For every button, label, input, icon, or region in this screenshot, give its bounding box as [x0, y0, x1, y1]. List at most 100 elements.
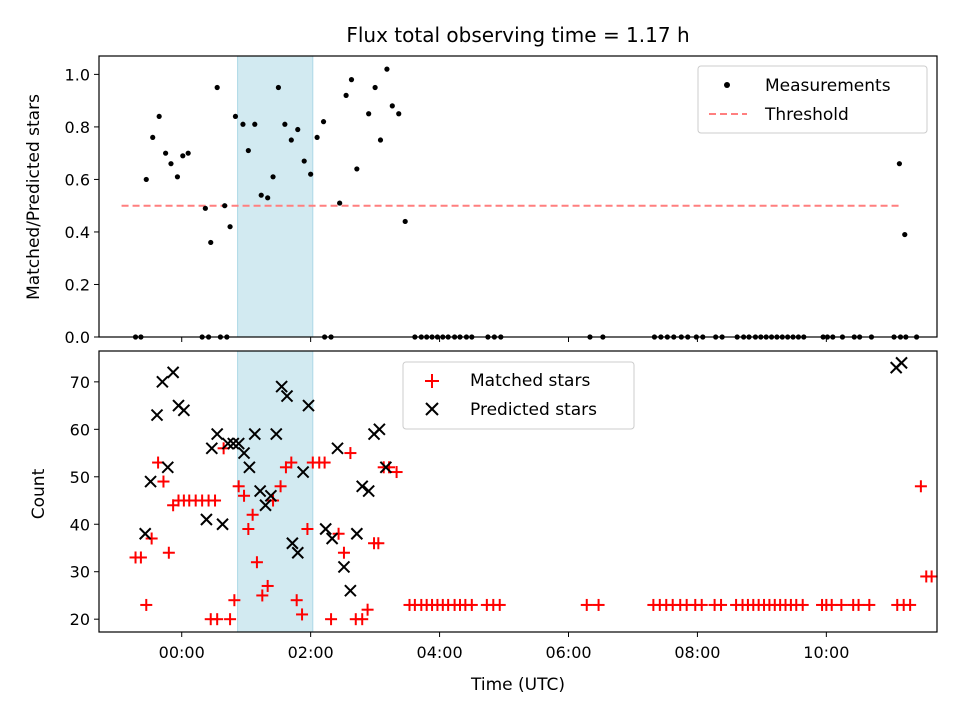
measurement-point	[343, 92, 349, 98]
bottom-axes: 20 30 40 50 60 70 00:00 02:00 04:00 06:00 08:00 10…	[29, 350, 938, 695]
measurement-point	[902, 231, 908, 238]
measurement-point	[301, 158, 307, 164]
matched-point	[332, 527, 345, 540]
predicted-point	[232, 437, 245, 450]
predicted-point	[331, 442, 344, 455]
matched-point	[301, 522, 314, 535]
x-tick-label: 00:00	[159, 643, 205, 662]
y-tick-label: 0.6	[65, 170, 90, 189]
predicted-point	[362, 484, 375, 498]
bottom-x-ticks: 00:00 02:00 04:00 06:00 08:00 10:00	[159, 632, 849, 662]
matched-point	[211, 613, 224, 626]
predicted-point	[200, 513, 213, 526]
matched-point	[318, 456, 331, 469]
measurement-point	[208, 239, 214, 246]
measurement-point	[366, 111, 372, 117]
measurement-point	[214, 84, 220, 91]
y-tick-label: 0.8	[65, 118, 90, 137]
predicted-point	[275, 380, 288, 393]
predicted-point	[895, 356, 908, 370]
measurement-point	[402, 218, 408, 225]
predicted-point	[144, 475, 157, 488]
matched-point	[796, 598, 809, 611]
x-axis-label: Time (UTC)	[470, 675, 565, 695]
matched-point	[361, 603, 374, 616]
measurement-point	[185, 150, 191, 156]
legend-measurements-marker	[724, 82, 730, 88]
predicted-point	[286, 537, 299, 550]
matched-point	[325, 613, 338, 626]
matched-point	[209, 494, 222, 507]
y-tick-label: 30	[70, 563, 90, 582]
predicted-point	[379, 461, 393, 474]
y-tick-label: 0.2	[65, 275, 90, 294]
x-tick-label: 10:00	[803, 643, 849, 662]
predicted-point	[216, 518, 229, 531]
predicted-point	[227, 437, 240, 450]
top-axes: 0.0 0.2 0.4 0.6 0.8 1.0 Matched/Predicted sta…	[24, 55, 938, 347]
predicted-point	[356, 480, 369, 493]
measurement-point	[156, 113, 162, 120]
measurement-point	[240, 121, 246, 127]
y-tick-label: 20	[70, 610, 90, 629]
y-tick-label: 0.0	[65, 328, 90, 347]
measurement-point	[222, 203, 228, 209]
matched-point	[715, 598, 728, 611]
chart-title: Flux total observing time = 1.17 h	[346, 23, 689, 47]
matched-point	[224, 613, 237, 626]
top-highlight-span	[237, 55, 314, 338]
matched-point	[134, 551, 147, 564]
predicted-stars-series	[138, 356, 908, 597]
predicted-point	[296, 465, 310, 479]
matched-point	[157, 475, 170, 488]
y-tick-label: 50	[70, 468, 90, 487]
measurement-point	[168, 161, 174, 167]
y-tick-label: 60	[70, 420, 90, 439]
measurement-point	[396, 111, 402, 117]
measurement-point	[143, 176, 149, 183]
bottom-legend-box	[402, 361, 635, 430]
predicted-point	[302, 399, 315, 412]
matched-point	[580, 598, 593, 611]
measurement-point	[389, 103, 395, 109]
bottom-y-axis-label: Count	[29, 468, 49, 519]
measurement-point	[270, 174, 276, 180]
top-axes-frame	[98, 55, 938, 338]
legend-matched-label: Matched stars	[470, 371, 590, 391]
measurement-point	[337, 200, 343, 206]
predicted-point	[237, 446, 251, 460]
matched-point	[238, 489, 251, 502]
bottom-legend: Matched stars Predicted stars	[402, 361, 635, 430]
matched-point	[242, 522, 255, 535]
measurement-point	[354, 166, 360, 172]
x-tick-label: 02:00	[288, 643, 334, 662]
measurement-point	[258, 192, 264, 198]
measurement-point	[314, 134, 320, 141]
predicted-point	[344, 584, 357, 597]
predicted-point	[259, 499, 272, 512]
matched-point	[250, 556, 263, 569]
measurement-point	[348, 77, 355, 83]
predicted-point	[325, 532, 339, 545]
measurement-point	[320, 119, 327, 125]
measurement-point	[295, 126, 301, 133]
matched-point	[337, 546, 350, 559]
predicted-point	[161, 461, 174, 474]
predicted-point	[253, 484, 267, 498]
measurement-point	[377, 137, 384, 143]
matched-stars-series	[129, 442, 938, 626]
measurement-point	[202, 205, 208, 211]
matched-point	[493, 598, 506, 611]
matched-point	[256, 589, 269, 602]
predicted-point	[319, 522, 332, 536]
legend-predicted-label: Predicted stars	[470, 400, 597, 420]
predicted-point	[156, 375, 169, 389]
matched-point	[465, 598, 478, 611]
matched-point	[344, 447, 357, 460]
measurement-point	[282, 121, 288, 127]
measurement-point	[252, 121, 258, 127]
predicted-point	[205, 442, 219, 455]
matched-point	[390, 466, 403, 479]
predicted-point	[248, 427, 261, 441]
